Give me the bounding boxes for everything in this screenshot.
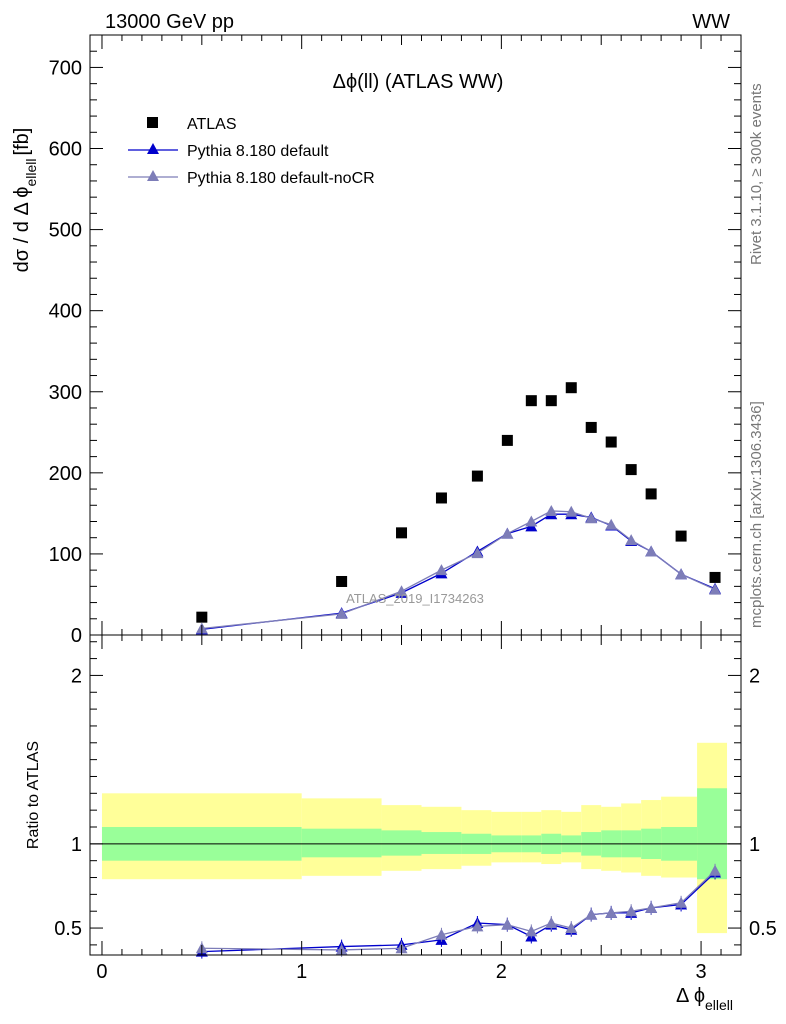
atlas-data-point — [605, 436, 617, 448]
atlas-data-point — [396, 527, 408, 539]
ratio-ytick-label-right: 1 — [749, 834, 760, 856]
pythia-point-2 — [709, 583, 722, 595]
atlas-data-point — [645, 488, 657, 500]
ratio-xlabel: Δ ϕellell — [676, 985, 733, 1013]
header-right: WW — [692, 11, 730, 33]
ratio-xtick-label: 0 — [96, 961, 107, 983]
atlas-data-point — [625, 464, 637, 476]
rivet-label: Rivet 3.1.10, ≥ 300k events — [748, 83, 765, 265]
ratio-ytick-label: 1 — [71, 834, 82, 856]
ratio-point-1 — [435, 928, 448, 940]
ratio-point-1 — [565, 922, 578, 934]
ratio-point-1 — [585, 908, 598, 920]
ratio-panel: 0.5 0.5 1 1 2 2 0 1 2 3 Ratio to ATLAS Δ ϕellell — [25, 634, 777, 1013]
ratio-bands — [90, 742, 741, 934]
ratio-ytick-label-right: 2 — [749, 665, 760, 687]
ratio-ytick-label: 2 — [71, 665, 82, 687]
pythia-point-2 — [335, 607, 348, 619]
pythia-point-2 — [675, 568, 688, 580]
legend-marker-nocr — [147, 170, 159, 181]
green-band — [697, 788, 728, 880]
main-ylabel: dσ / d Δ ϕellell [fb] — [11, 128, 39, 273]
ratio-ytick-label-right: 0.5 — [749, 918, 777, 940]
pythia-point-2 — [565, 505, 578, 517]
green-band — [421, 832, 462, 854]
ratio-ylabel: Ratio to ATLAS — [25, 741, 42, 849]
main-marks — [195, 382, 722, 635]
legend: ATLAS Pythia 8.180 default Pythia 8.180 … — [128, 116, 375, 187]
atlas-data-point — [565, 382, 577, 394]
atlas-data-point — [525, 395, 537, 407]
green-band — [381, 830, 422, 856]
atlas-data-point — [545, 395, 557, 407]
atlas-data-point — [675, 530, 687, 542]
ratio-xlabel-main: Δ ϕ — [676, 985, 705, 1007]
main-ytick-label: 600 — [49, 139, 82, 161]
main-ytick-label: 0 — [71, 625, 82, 647]
ratio-point-1 — [625, 905, 638, 917]
main-ticks: 0 100 200 300 400 500 600 700 — [49, 34, 742, 647]
ratio-ytick-label: 0.5 — [54, 918, 82, 940]
ratio-point-1 — [501, 918, 514, 930]
ratio-point-1 — [709, 864, 722, 876]
atlas-data-point — [471, 470, 483, 482]
ratio-point-1 — [675, 896, 688, 908]
ratio-xtick-label: 1 — [296, 961, 307, 983]
header-left: 13000 GeV pp — [105, 11, 234, 33]
ratio-line-0 — [201, 872, 716, 953]
ratio-point-1 — [605, 906, 618, 918]
pythia-point-2 — [585, 512, 598, 524]
main-ytick-label: 400 — [49, 301, 82, 323]
ratio-frame — [89, 634, 742, 956]
main-ytick-label: 100 — [49, 544, 82, 566]
atlas-data-point — [585, 421, 597, 433]
main-ylabel-main: dσ / d Δ ϕ — [11, 186, 33, 272]
ratio-point-1 — [545, 917, 558, 928]
ratio-line-1 — [201, 870, 716, 951]
pythia-point-2 — [471, 547, 484, 559]
main-ytick-label: 200 — [49, 463, 82, 485]
green-band — [301, 828, 382, 858]
ratio-point-1 — [525, 925, 538, 937]
series-line-2 — [201, 510, 716, 630]
atlas-data-point — [336, 575, 348, 587]
legend-label-nocr: Pythia 8.180 default-noCR — [187, 170, 375, 187]
pythia-point-2 — [605, 518, 618, 530]
main-ylabel-unit: [fb] — [11, 128, 33, 156]
legend-marker-default — [147, 143, 159, 154]
pythia-point-2 — [545, 504, 558, 516]
main-ytick-label: 300 — [49, 382, 82, 404]
mcplots-label: mcplots.cern.ch [arXiv:1306.3436] — [748, 401, 765, 628]
pythia-point-2 — [395, 585, 408, 597]
pythia-point-2 — [435, 564, 448, 576]
ratio-xtick-label: 3 — [695, 961, 706, 983]
atlas-data-point — [501, 434, 513, 446]
main-ytick-label: 700 — [49, 57, 82, 79]
main-ylabel-sub: ellell — [23, 158, 39, 186]
pythia-point-2 — [625, 534, 638, 546]
atlas-data-point — [435, 492, 447, 504]
svg-text:dσ / d Δ ϕellell[fb]: dσ / d Δ ϕellell [fb] — [11, 128, 39, 273]
ratio-point-1 — [471, 920, 484, 932]
main-ytick-label: 500 — [49, 220, 82, 242]
ratio-point-1 — [645, 901, 658, 913]
ratio-xlabel-sub: ellell — [705, 997, 733, 1013]
pythia-point-2 — [645, 545, 658, 557]
legend-label-default: Pythia 8.180 default — [187, 143, 329, 160]
main-title: Δϕ(ll) (ATLAS WW) — [333, 71, 504, 93]
pythia-point-2 — [525, 515, 538, 527]
atlas-data-point — [709, 571, 721, 583]
legend-marker-atlas — [147, 117, 158, 128]
main-panel: 0 100 200 300 400 500 600 700 Δϕ(ll) (ATLAS WW)… — [11, 34, 742, 647]
ratio-xtick-label: 2 — [496, 961, 507, 983]
pythia-point-2 — [501, 527, 514, 539]
atlas-data-point — [196, 611, 208, 623]
ratio-ticks: 0.5 0.5 1 1 2 2 0 1 2 3 — [54, 635, 777, 983]
series-line-1 — [201, 513, 716, 630]
watermark: ATLAS_2019_I1734263 — [346, 591, 484, 606]
legend-label-atlas: ATLAS — [187, 116, 237, 133]
